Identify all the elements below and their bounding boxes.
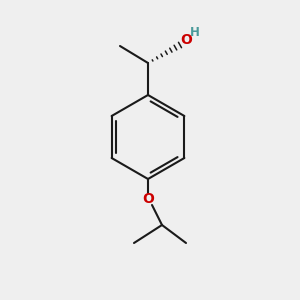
Text: O: O [142, 192, 154, 206]
Text: H: H [190, 26, 200, 40]
Text: O: O [180, 33, 192, 47]
